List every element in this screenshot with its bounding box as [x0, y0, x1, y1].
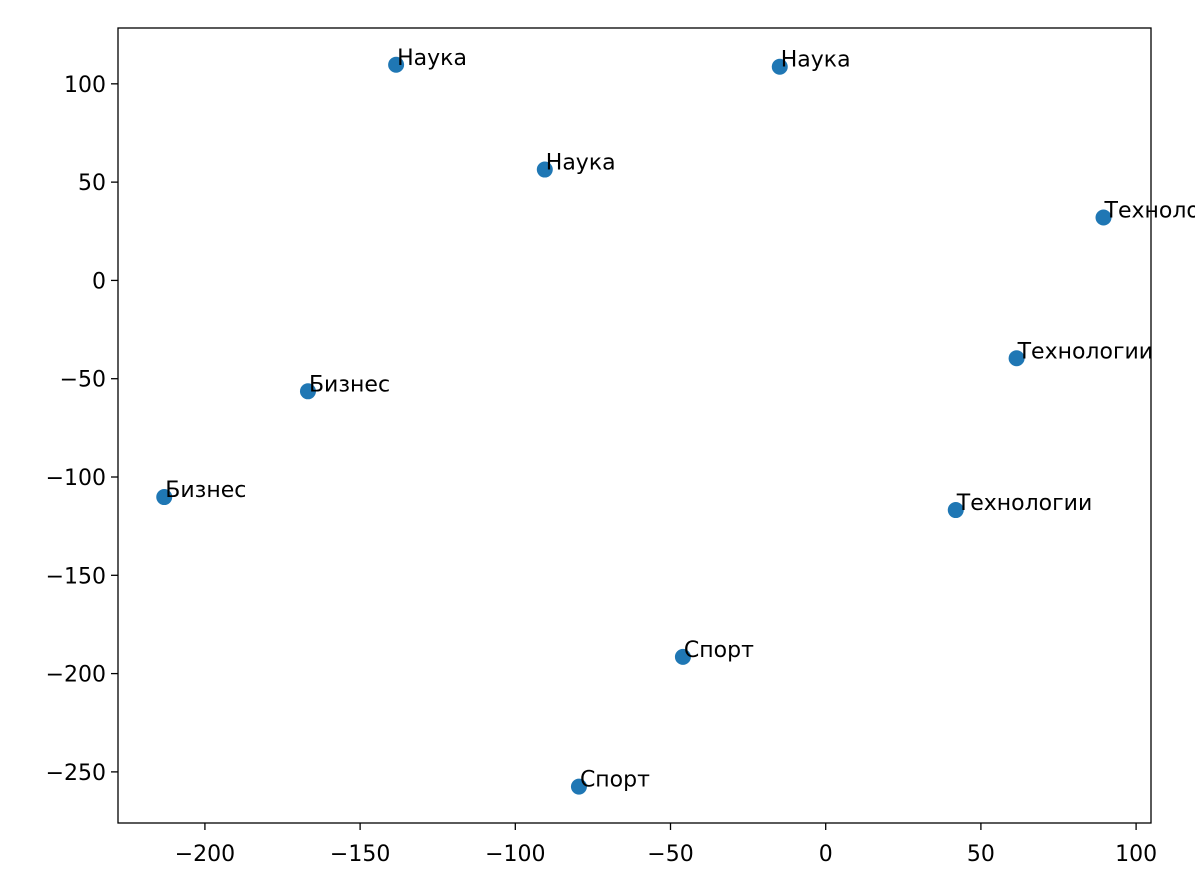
- x-tick-label: −200: [175, 842, 235, 867]
- x-tick-label: −50: [647, 842, 693, 867]
- point: [299, 383, 316, 400]
- point-label: Наука: [781, 48, 851, 73]
- point-label: Наука: [397, 46, 467, 71]
- point: [674, 648, 691, 665]
- point: [570, 778, 587, 795]
- point-label: Спорт: [580, 768, 650, 793]
- y-tick-label: −50: [60, 368, 106, 393]
- point: [947, 502, 964, 519]
- point: [388, 56, 405, 73]
- y-tick-label: 100: [64, 73, 106, 98]
- x-tick-label: 50: [967, 842, 995, 867]
- point: [536, 161, 553, 178]
- point-label: Бизнес: [165, 478, 246, 503]
- point: [771, 58, 788, 75]
- y-tick-label: −100: [46, 466, 106, 491]
- y-tick-label: 50: [78, 171, 106, 196]
- plot-frame: [117, 27, 1152, 824]
- x-tick-label: −100: [485, 842, 545, 867]
- point-label: Технологии: [1104, 199, 1195, 224]
- point-label: Технологии: [1017, 339, 1154, 364]
- point-label: Спорт: [684, 638, 754, 663]
- y-tick-label: 0: [92, 269, 106, 294]
- x-tick-label: 100: [1115, 842, 1157, 867]
- point: [1008, 350, 1025, 367]
- y-tick-label: −200: [46, 663, 106, 688]
- y-tick-label: −150: [46, 564, 106, 589]
- point-label: Наука: [546, 151, 616, 176]
- x-tick-label: −150: [330, 842, 390, 867]
- point-label: Бизнес: [309, 372, 390, 397]
- x-tick-label: 0: [819, 842, 833, 867]
- y-tick-label: −250: [46, 761, 106, 786]
- point-label: Технологии: [956, 491, 1093, 516]
- point: [156, 489, 173, 506]
- point: [1095, 209, 1112, 226]
